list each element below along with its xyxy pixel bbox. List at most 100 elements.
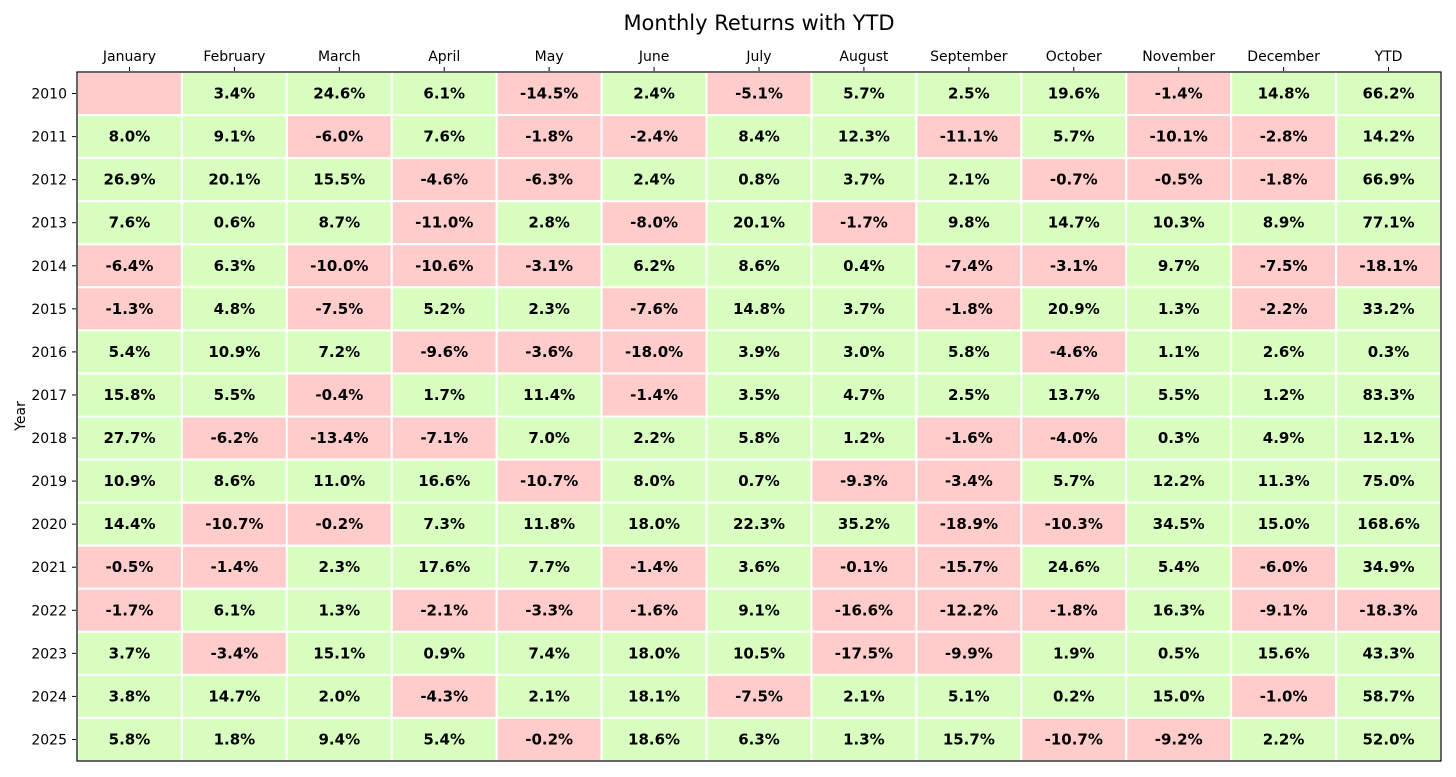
heatmap-cell: [705, 716, 813, 762]
cell-value: 26.9%: [103, 171, 155, 189]
cell-value: 5.4%: [109, 343, 151, 361]
cell-value: 3.4%: [214, 85, 256, 103]
cell-value: 6.3%: [214, 257, 256, 275]
cell-value: -4.6%: [1050, 343, 1098, 361]
column-label: December: [1247, 49, 1320, 65]
cell-value: 1.7%: [423, 386, 465, 404]
heatmap-cell: [180, 243, 288, 289]
cell-value: -0.2%: [315, 515, 363, 533]
cell-value: 7.3%: [423, 515, 465, 533]
heatmap-cell: [180, 673, 288, 719]
heatmap-cell: [600, 286, 708, 332]
cell-value: 5.1%: [948, 687, 990, 705]
heatmap-cell: [180, 372, 288, 418]
heatmap-cell: [600, 673, 708, 719]
row-label: 2013: [31, 216, 67, 232]
row-label: 2011: [31, 130, 67, 146]
heatmap-cell: [495, 544, 603, 590]
heatmap-cell: [1335, 587, 1442, 633]
cell-value: 15.8%: [103, 386, 155, 404]
cell-value: 18.0%: [628, 515, 680, 533]
cell-value: 24.6%: [313, 85, 365, 103]
cell-value: 2.2%: [1263, 730, 1305, 748]
heatmap-cell: [1020, 286, 1128, 332]
cell-value: 1.3%: [843, 730, 885, 748]
heatmap-cell: [705, 372, 813, 418]
cell-value: 10.9%: [103, 472, 155, 490]
cell-value: 14.7%: [208, 687, 260, 705]
heatmap-cell: [915, 673, 1023, 719]
column-label: September: [930, 49, 1008, 65]
cell-value: -0.1%: [840, 558, 888, 576]
heatmap-cell: [915, 329, 1023, 375]
cell-value: -1.4%: [630, 558, 678, 576]
cell-value: -14.5%: [520, 85, 578, 103]
cell-value: -3.4%: [945, 472, 993, 490]
cell-value: -4.0%: [1050, 429, 1098, 447]
heatmap-cell: [495, 587, 603, 633]
cell-value: -10.3%: [1045, 515, 1103, 533]
cell-value: -5.1%: [735, 85, 783, 103]
heatmap-cell: [810, 243, 918, 289]
cell-value: -1.7%: [106, 601, 154, 619]
heatmap-cell: [600, 716, 708, 762]
cell-value: 12.3%: [838, 128, 890, 146]
cell-value: 2.6%: [1263, 343, 1305, 361]
cell-value: -9.1%: [1260, 601, 1308, 619]
cell-value: 1.8%: [214, 730, 256, 748]
column-label: October: [1046, 49, 1102, 65]
heatmap-cell: [390, 372, 498, 418]
cell-value: 7.6%: [109, 214, 151, 232]
cell-value: -1.8%: [1260, 171, 1308, 189]
cell-value: 5.4%: [423, 730, 465, 748]
cell-value: 4.9%: [1263, 429, 1305, 447]
cell-value: 8.7%: [319, 214, 361, 232]
cell-value: -7.5%: [735, 687, 783, 705]
cell-value: -0.5%: [1155, 171, 1203, 189]
cell-value: -1.4%: [630, 386, 678, 404]
heatmap-cell: [600, 114, 708, 160]
column-label: June: [638, 49, 670, 65]
column-labels: January February March April May June July Augu…: [102, 49, 1402, 72]
heatmap-cell: [285, 71, 393, 117]
cell-value: 8.0%: [109, 128, 151, 146]
y-axis-label: Year: [13, 401, 29, 432]
cell-value: 20.9%: [1048, 300, 1100, 318]
cell-value: 0.7%: [738, 472, 780, 490]
cell-value: 5.8%: [948, 343, 990, 361]
heatmap-cell: [1125, 458, 1233, 504]
cell-value: -6.0%: [315, 128, 363, 146]
cell-value: -2.2%: [1260, 300, 1308, 318]
cell-value: 2.4%: [633, 171, 675, 189]
cell-value: -10.7%: [205, 515, 263, 533]
cell-value: 3.7%: [843, 300, 885, 318]
cell-value: 5.4%: [1158, 558, 1200, 576]
row-label: 2022: [31, 603, 67, 619]
cell-value: -9.6%: [420, 343, 468, 361]
cell-value: 1.2%: [843, 429, 885, 447]
heatmap-cell: [1020, 71, 1128, 117]
heatmap-cell: [390, 329, 498, 375]
heatmap-cell: [495, 114, 603, 160]
cell-value: -0.5%: [106, 558, 154, 576]
heatmap-cell: [600, 458, 708, 504]
cell-value: 2.5%: [948, 85, 990, 103]
cell-value: 3.0%: [843, 343, 885, 361]
row-label: 2021: [31, 560, 67, 576]
cell-value: 27.7%: [103, 429, 155, 447]
cell-value: -10.6%: [415, 257, 473, 275]
cell-value: 5.2%: [423, 300, 465, 318]
row-label: 2016: [31, 345, 67, 361]
cell-value: -7.1%: [420, 429, 468, 447]
cell-value: -7.5%: [315, 300, 363, 318]
cell-value: 0.5%: [1158, 644, 1200, 662]
column-label: November: [1142, 49, 1215, 65]
heatmap-cell: [1020, 157, 1128, 203]
row-label: 2014: [31, 259, 67, 275]
heatmap-cell: [600, 587, 708, 633]
heatmap-cell: [1335, 157, 1442, 203]
cell-value: 9.7%: [1158, 257, 1200, 275]
cell-value: 2.1%: [948, 171, 990, 189]
heatmap-cell: [600, 200, 708, 246]
